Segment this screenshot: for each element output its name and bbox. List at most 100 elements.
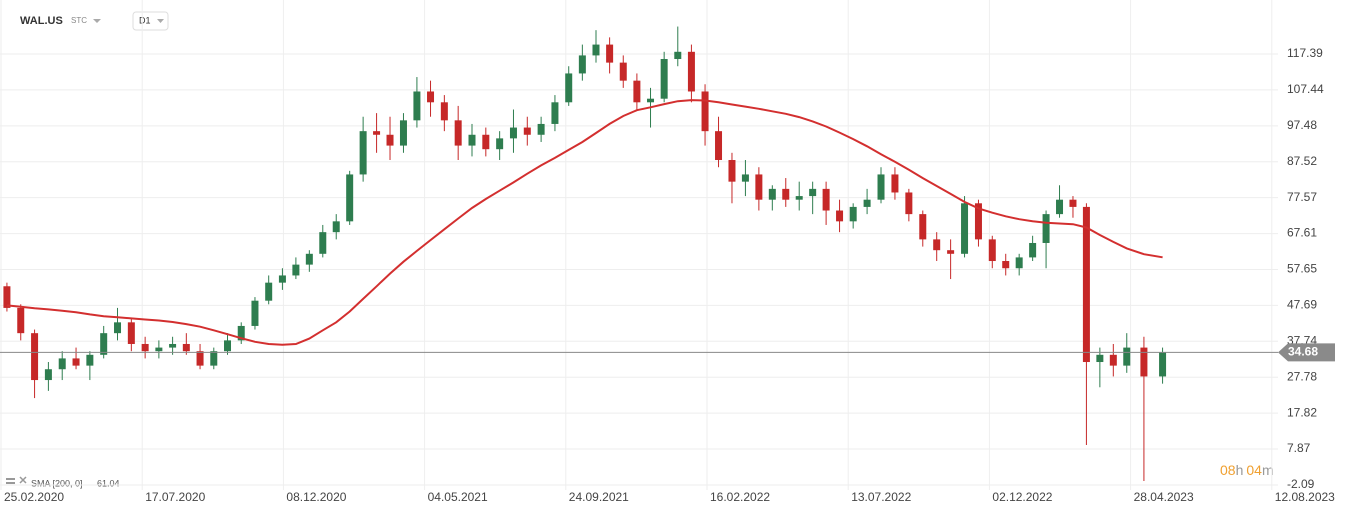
candle-body bbox=[468, 134, 476, 146]
y-tick-label: 57.65 bbox=[1287, 262, 1317, 276]
candle-body bbox=[619, 62, 627, 81]
y-tick-label: 27.78 bbox=[1287, 369, 1317, 383]
candle-body bbox=[782, 188, 790, 200]
x-tick-label: 12.08.2023 bbox=[1275, 490, 1335, 504]
x-tick-label: 08.12.2020 bbox=[286, 490, 346, 504]
candle-body bbox=[961, 203, 969, 254]
y-tick-label: 117.39 bbox=[1287, 46, 1323, 60]
candle-body bbox=[305, 253, 313, 265]
x-tick-label: 02.12.2022 bbox=[992, 490, 1052, 504]
candle-body bbox=[768, 188, 776, 200]
candle-body bbox=[210, 351, 218, 366]
remove-icon[interactable] bbox=[19, 476, 27, 484]
candle-body bbox=[1042, 214, 1050, 243]
candle-body bbox=[660, 59, 668, 99]
y-tick-label: 47.69 bbox=[1287, 298, 1317, 312]
market-dropdown[interactable] bbox=[93, 19, 101, 23]
candle-body bbox=[440, 102, 448, 121]
candle-body bbox=[359, 131, 367, 175]
candle-body bbox=[877, 174, 885, 200]
candle-body bbox=[251, 300, 259, 326]
candle-body bbox=[578, 55, 586, 74]
candle-body bbox=[755, 174, 763, 200]
candle-body bbox=[278, 275, 286, 283]
candle-body bbox=[196, 351, 204, 366]
candle-body bbox=[974, 203, 982, 240]
candle-body bbox=[674, 51, 682, 60]
sma-value: 61.04 bbox=[97, 478, 120, 488]
candle-body bbox=[1109, 354, 1117, 366]
candle-body bbox=[292, 264, 300, 276]
sma-line bbox=[6, 99, 1163, 346]
candle-body bbox=[413, 91, 421, 121]
candle-body bbox=[482, 134, 490, 150]
candle-body bbox=[86, 354, 94, 366]
candle-body bbox=[1069, 199, 1077, 207]
candle-body bbox=[919, 214, 927, 240]
candle-body bbox=[496, 138, 504, 150]
candle-body bbox=[728, 160, 736, 182]
candle-body bbox=[988, 239, 996, 262]
candle-body bbox=[1015, 257, 1023, 269]
candle-body bbox=[332, 221, 340, 233]
y-tick-label: 77.57 bbox=[1287, 190, 1317, 204]
candle-body bbox=[169, 343, 177, 348]
timeframe-dropdown bbox=[157, 19, 164, 23]
candle-body bbox=[933, 239, 941, 251]
icon bbox=[6, 478, 15, 480]
candle-body bbox=[3, 286, 11, 308]
candle-body bbox=[224, 340, 232, 352]
y-tick-label: 67.61 bbox=[1287, 226, 1317, 240]
x-tick-label: 17.07.2020 bbox=[145, 490, 205, 504]
market: STC bbox=[71, 16, 87, 25]
candle-body bbox=[537, 123, 545, 135]
candle-body bbox=[606, 44, 614, 63]
candle-body bbox=[44, 369, 52, 381]
timeframe: D1 bbox=[139, 15, 151, 25]
y-tick-label: 17.82 bbox=[1287, 405, 1317, 419]
candle-body bbox=[1082, 206, 1090, 363]
x-tick-label: 28.04.2023 bbox=[1134, 490, 1194, 504]
candle-body bbox=[1159, 352, 1167, 377]
candle-body bbox=[114, 322, 122, 334]
candle-body bbox=[454, 120, 462, 146]
candle-body bbox=[237, 325, 245, 341]
candle-body bbox=[31, 333, 39, 381]
candle-body bbox=[373, 131, 381, 135]
candle-body bbox=[346, 174, 354, 222]
candle-body bbox=[1056, 199, 1064, 215]
candle-body bbox=[849, 206, 857, 222]
candle-body bbox=[947, 250, 955, 254]
icon bbox=[6, 482, 15, 484]
candle-body bbox=[265, 282, 273, 301]
candle-body bbox=[795, 196, 803, 200]
candle-body bbox=[1029, 242, 1037, 258]
candle-body bbox=[58, 358, 66, 370]
candle-body bbox=[1096, 354, 1104, 363]
candle-body bbox=[509, 127, 517, 139]
hours-unit: h bbox=[1236, 462, 1244, 478]
candle-body bbox=[551, 102, 559, 124]
candle-body bbox=[809, 188, 817, 197]
x-tick-label: 04.05.2021 bbox=[428, 490, 488, 504]
candle-body bbox=[1140, 347, 1148, 377]
candle-body bbox=[565, 73, 573, 103]
candle-body bbox=[1002, 261, 1010, 269]
candle-body bbox=[127, 322, 135, 344]
candle-body bbox=[399, 120, 407, 146]
candle-body bbox=[155, 347, 163, 352]
candle-body bbox=[17, 307, 25, 334]
candle-body bbox=[592, 44, 600, 56]
sma-legend: SMA [200, 0] 61.04 bbox=[6, 476, 120, 488]
candle-body bbox=[100, 333, 108, 355]
candle-body bbox=[141, 343, 149, 352]
candle-body bbox=[905, 192, 913, 215]
candle-body bbox=[633, 80, 641, 103]
y-tick-label: 97.48 bbox=[1287, 118, 1317, 132]
y-tick-label: 7.87 bbox=[1287, 441, 1311, 455]
y-tick-label: -2.09 bbox=[1287, 477, 1315, 491]
candle-body bbox=[701, 91, 709, 132]
y-tick-label: 87.52 bbox=[1287, 154, 1317, 168]
y-tick-label: 107.44 bbox=[1287, 82, 1324, 96]
